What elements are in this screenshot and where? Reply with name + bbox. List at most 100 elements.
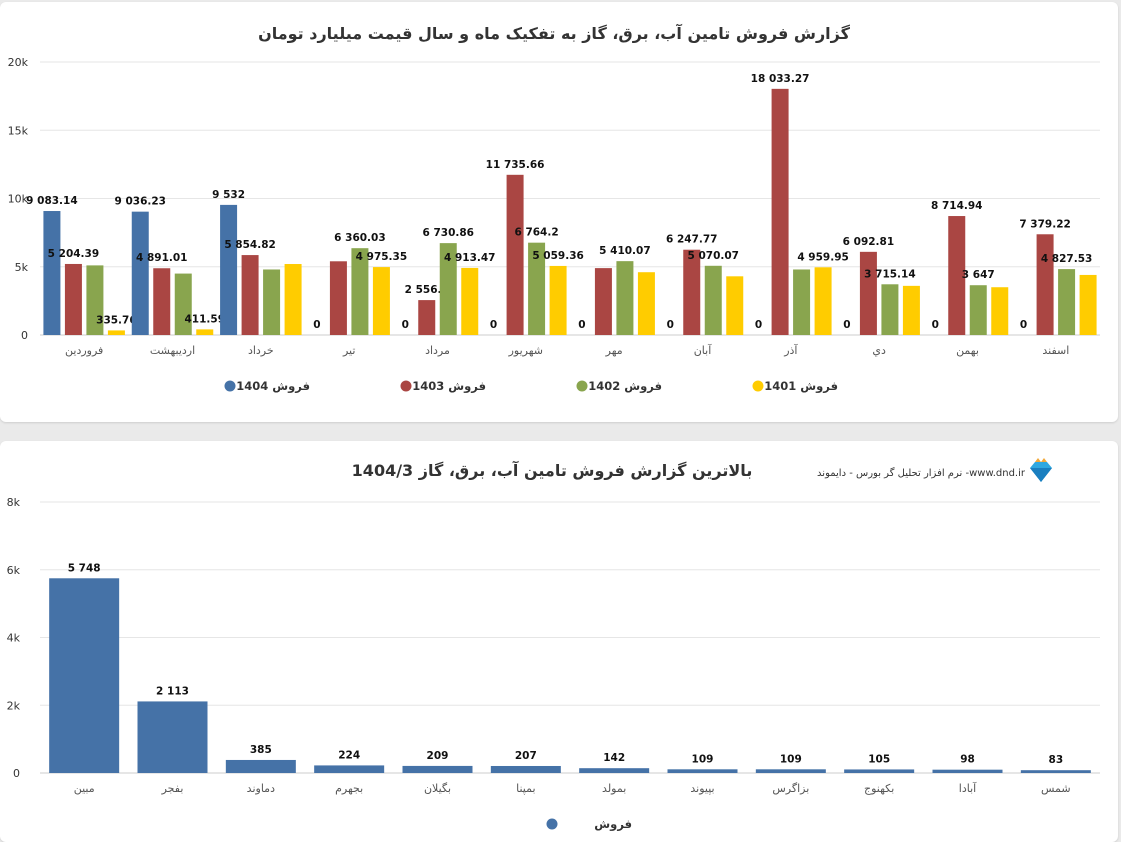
data-label: 9 083.14 bbox=[26, 195, 77, 207]
bar bbox=[461, 267, 479, 335]
bar bbox=[1020, 770, 1091, 773]
data-label: 18 033.27 bbox=[751, 73, 810, 85]
data-label: 11 735.66 bbox=[486, 159, 545, 171]
chart-title: بالاترین گزارش فروش تامین آب، برق، گاز 1… bbox=[352, 460, 753, 480]
data-label: 0 bbox=[402, 319, 409, 331]
data-label: 9 036.23 bbox=[115, 196, 166, 208]
x-category-label: شمس bbox=[1041, 782, 1071, 795]
data-label: 0 bbox=[490, 319, 497, 331]
y-tick-label: 20k bbox=[8, 56, 29, 69]
x-category-label: بجهرم bbox=[335, 782, 363, 795]
bar bbox=[107, 330, 125, 335]
data-label: 3 647 bbox=[962, 269, 995, 281]
data-label: 83 bbox=[1049, 754, 1064, 766]
data-label: 5 059.36 bbox=[532, 250, 583, 262]
bar bbox=[616, 261, 634, 335]
bar bbox=[859, 251, 877, 335]
bar bbox=[594, 268, 612, 335]
bar bbox=[814, 267, 832, 335]
y-tick-label: 4k bbox=[7, 632, 21, 645]
bar bbox=[881, 284, 899, 335]
data-label: 6 730.86 bbox=[423, 227, 474, 239]
y-tick-label: 8k bbox=[7, 496, 21, 509]
data-label: 8 714.94 bbox=[931, 200, 982, 212]
data-label: 0 bbox=[843, 319, 850, 331]
data-label: 109 bbox=[780, 753, 802, 765]
legend-label: فروش 1401 bbox=[764, 379, 838, 394]
bar bbox=[991, 287, 1009, 335]
data-label: 7 379.22 bbox=[1019, 218, 1070, 230]
diamond-crown bbox=[1035, 458, 1047, 462]
bar bbox=[506, 174, 524, 335]
x-category-label: بزاگرس bbox=[772, 782, 809, 795]
data-label: 4 913.47 bbox=[444, 252, 495, 264]
top-sales-chart: بالاترین گزارش فروش تامین آب، برق، گاز 1… bbox=[7, 458, 1100, 832]
bar bbox=[637, 272, 655, 335]
y-tick-label: 0 bbox=[21, 329, 28, 342]
bar bbox=[314, 765, 385, 773]
bar bbox=[439, 243, 457, 335]
bar bbox=[948, 216, 966, 335]
bar bbox=[137, 701, 208, 773]
data-label: 2 556.8 bbox=[405, 284, 449, 296]
data-label: 209 bbox=[427, 750, 449, 762]
data-label: 0 bbox=[755, 319, 762, 331]
bar bbox=[667, 769, 738, 773]
bar bbox=[220, 204, 238, 335]
data-label: 98 bbox=[960, 754, 975, 766]
bar bbox=[793, 269, 811, 335]
x-category-label: بمپنا bbox=[516, 782, 535, 795]
bar bbox=[932, 769, 1003, 773]
data-label: 9 532 bbox=[212, 189, 245, 201]
x-category-label: خرداد bbox=[248, 344, 274, 357]
bar bbox=[1079, 274, 1097, 335]
monthly-sales-chart-card: گزارش فروش تامین آب، برق، گاز به تفکیک م… bbox=[0, 2, 1118, 422]
data-label: 5 204.39 bbox=[48, 248, 99, 260]
bar bbox=[969, 285, 987, 335]
data-label: 0 bbox=[1020, 319, 1027, 331]
bar bbox=[372, 267, 390, 335]
bar bbox=[153, 268, 171, 335]
bar bbox=[418, 300, 436, 335]
data-label: 4 975.35 bbox=[356, 251, 407, 263]
legend-marker bbox=[752, 380, 764, 392]
x-category-label: بگیلان bbox=[424, 782, 451, 795]
legend-label: فروش 1404 bbox=[236, 379, 310, 394]
bar bbox=[528, 242, 546, 335]
x-category-label: دي bbox=[872, 344, 886, 357]
y-tick-label: 6k bbox=[7, 564, 21, 577]
data-label: 4 827.53 bbox=[1041, 253, 1092, 265]
monthly-sales-chart: گزارش فروش تامین آب، برق، گاز به تفکیک م… bbox=[8, 23, 1100, 394]
bar bbox=[402, 765, 473, 773]
bar bbox=[284, 264, 302, 335]
legend-marker bbox=[576, 380, 588, 392]
bar bbox=[844, 769, 915, 773]
data-label: 142 bbox=[603, 752, 625, 764]
data-label: 4 891.01 bbox=[136, 252, 187, 264]
bar bbox=[43, 211, 61, 335]
y-tick-label: 2k bbox=[7, 699, 21, 712]
data-label: 5 854.82 bbox=[224, 239, 275, 251]
data-label: 335.76 bbox=[96, 314, 137, 326]
data-label: 4 959.95 bbox=[797, 251, 848, 263]
x-category-label: دماوند bbox=[247, 782, 275, 795]
y-tick-label: 0 bbox=[13, 767, 20, 780]
x-category-label: اردیبهشت bbox=[150, 344, 195, 357]
x-category-label: بهمن bbox=[956, 344, 979, 357]
bar bbox=[771, 88, 789, 336]
data-label: 109 bbox=[692, 753, 714, 765]
data-label: 0 bbox=[667, 319, 674, 331]
x-category-label: بکهنوج bbox=[864, 782, 894, 795]
legend-label: فروش 1403 bbox=[412, 379, 486, 394]
x-category-label: آذر bbox=[783, 343, 798, 357]
data-label: 3 715.14 bbox=[864, 268, 915, 280]
bar bbox=[704, 265, 722, 335]
data-label: 5 070.07 bbox=[688, 250, 739, 262]
data-label: 5 748 bbox=[68, 562, 101, 574]
data-label: 2 113 bbox=[156, 685, 189, 697]
data-label: 105 bbox=[868, 753, 890, 765]
top-sales-chart-card: بالاترین گزارش فروش تامین آب، برق، گاز 1… bbox=[0, 441, 1118, 842]
data-label: 6 764.2 bbox=[514, 227, 558, 239]
data-label: 5 410.07 bbox=[599, 245, 650, 257]
chart-title: گزارش فروش تامین آب، برق، گاز به تفکیک م… bbox=[258, 23, 851, 43]
